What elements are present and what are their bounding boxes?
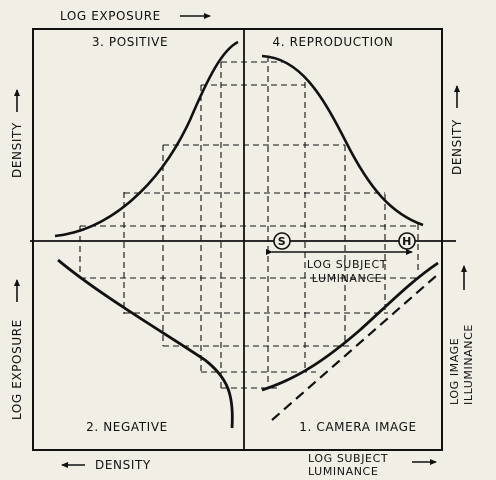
bottom-right-axis-label-line-2: LUMINANCE: [308, 465, 378, 478]
quadrant-4-label: 4. REPRODUCTION: [273, 35, 394, 49]
left-lower-axis-label: LOG EXPOSURE: [10, 319, 24, 420]
shadow-marker-label: S: [278, 235, 287, 248]
right-upper-axis-label: DENSITY: [450, 119, 464, 175]
shadow-marker-circle: [273, 232, 291, 250]
range-label-line-1: LOG SUBJECT: [307, 258, 387, 271]
frame-border: [32, 28, 443, 451]
range-label-line-2: LUMINANCE: [312, 272, 382, 285]
highlight-marker-circle: [398, 232, 416, 250]
top-axis-label: LOG EXPOSURE: [60, 9, 161, 23]
bottom-left-axis-label: DENSITY: [95, 458, 151, 472]
quadrant-1-label: 1. CAMERA IMAGE: [299, 420, 416, 434]
highlight-marker-label: H: [402, 235, 412, 248]
quadrant-3-label: 3. POSITIVE: [92, 35, 168, 49]
right-lower-axis-label-line-2: ILLUMINANCE: [462, 324, 475, 405]
right-lower-axis-label-line-1: LOG IMAGE: [448, 338, 461, 405]
ideal-camera-line: [271, 275, 437, 421]
negative-curve: [57, 258, 234, 429]
positive-curve: [54, 40, 239, 238]
reproduction-curve: [261, 54, 424, 227]
left-upper-axis-label: DENSITY: [10, 122, 24, 178]
quadrant-2-label: 2. NEGATIVE: [86, 420, 168, 434]
camera-image-curve: [261, 261, 439, 392]
bottom-right-axis-label-line-1: LOG SUBJECT: [308, 452, 388, 465]
construction-grid: [79, 56, 419, 389]
